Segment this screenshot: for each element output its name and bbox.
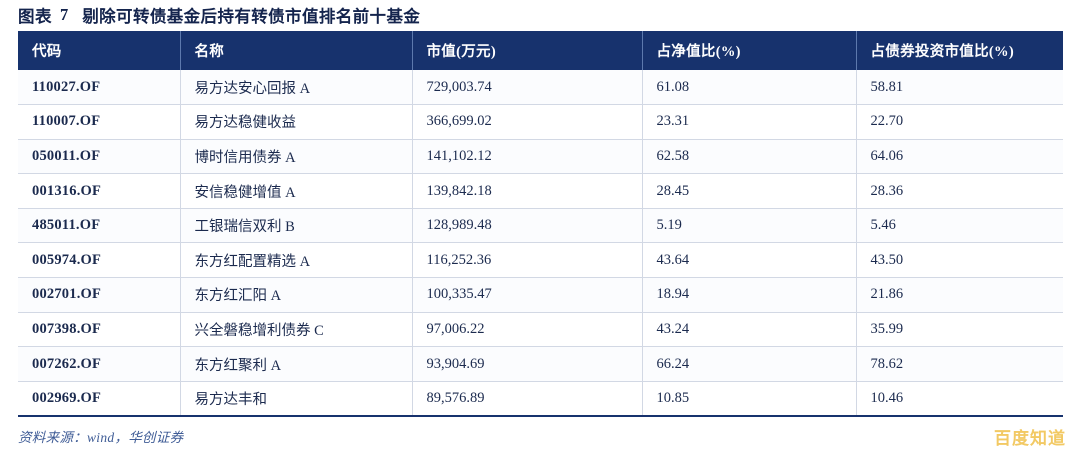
column-header-name[interactable]: 名称: [180, 31, 413, 70]
cell-name: 工银瑞信双利 B: [180, 208, 413, 244]
cell-bond-ratio: 5.46: [856, 208, 1063, 244]
cell-bond-ratio: 22.70: [856, 104, 1063, 140]
cell-code: 002701.OF: [18, 277, 181, 313]
cell-bond-ratio: 10.46: [856, 381, 1063, 417]
cell-market-value: 97,006.22: [412, 312, 643, 348]
cell-nav-ratio: 66.24: [642, 346, 857, 382]
table-row: 110027.OF 易方达安心回报 A 729,003.74 61.08 58.…: [18, 70, 1063, 106]
cell-name: 东方红配置精选 A: [180, 242, 413, 279]
table-row: 001316.OF 安信稳健增值 A 139,842.18 28.45 28.3…: [18, 173, 1063, 209]
cell-market-value: 141,102.12: [412, 139, 643, 175]
fund-table: 代码 名称 市值(万元) 占净值比(%) 占债券投资市值比(%) 110027.…: [18, 31, 1063, 417]
figure-title: 图表 7 剔除可转债基金后持有转债市值排名前十基金: [18, 3, 420, 27]
figure-title-label: 图表: [18, 7, 52, 26]
cell-code: 007262.OF: [18, 346, 181, 382]
column-header-code[interactable]: 代码: [18, 31, 181, 70]
cell-name: 易方达丰和: [180, 381, 413, 417]
table-header: 代码 名称 市值(万元) 占净值比(%) 占债券投资市值比(%): [18, 31, 1063, 70]
cell-name: 易方达安心回报 A: [180, 70, 413, 106]
cell-nav-ratio: 23.31: [642, 104, 857, 140]
cell-market-value: 100,335.47: [412, 277, 643, 313]
table-row: 005974.OF 东方红配置精选 A 116,252.36 43.64 43.…: [18, 242, 1063, 279]
table-row: 002701.OF 东方红汇阳 A 100,335.47 18.94 21.86: [18, 277, 1063, 313]
cell-bond-ratio: 21.86: [856, 277, 1063, 313]
cell-code: 002969.OF: [18, 381, 181, 417]
cell-market-value: 116,252.36: [412, 242, 643, 279]
cell-nav-ratio: 43.24: [642, 312, 857, 348]
cell-bond-ratio: 43.50: [856, 242, 1063, 279]
table-row: 007398.OF 兴全磐稳增利债券 C 97,006.22 43.24 35.…: [18, 312, 1063, 348]
source-note: 资料来源：wind，华创证券: [18, 430, 184, 445]
cell-market-value: 139,842.18: [412, 173, 643, 209]
figure-title-text: 剔除可转债基金后持有转债市值排名前十基金: [82, 7, 421, 26]
cell-name: 兴全磐稳增利债券 C: [180, 312, 413, 348]
table-body: 110027.OF 易方达安心回报 A 729,003.74 61.08 58.…: [18, 70, 1063, 417]
cell-code: 110007.OF: [18, 104, 181, 140]
cell-name: 东方红聚利 A: [180, 346, 413, 382]
cell-name: 博时信用债券 A: [180, 139, 413, 175]
table-row: 485011.OF 工银瑞信双利 B 128,989.48 5.19 5.46: [18, 208, 1063, 244]
cell-bond-ratio: 35.99: [856, 312, 1063, 348]
cell-nav-ratio: 10.85: [642, 381, 857, 417]
table-row: 110007.OF 易方达稳健收益 366,699.02 23.31 22.70: [18, 104, 1063, 140]
figure-number: 7: [60, 5, 69, 24]
cell-code: 110027.OF: [18, 70, 181, 106]
cell-code: 050011.OF: [18, 139, 181, 175]
column-header-nav-ratio[interactable]: 占净值比(%): [642, 31, 857, 70]
table-header-row: 代码 名称 市值(万元) 占净值比(%) 占债券投资市值比(%): [18, 31, 1063, 70]
cell-bond-ratio: 28.36: [856, 173, 1063, 209]
table-row: 002969.OF 易方达丰和 89,576.89 10.85 10.46: [18, 381, 1063, 417]
cell-market-value: 366,699.02: [412, 104, 643, 140]
cell-code: 485011.OF: [18, 208, 181, 244]
cell-bond-ratio: 58.81: [856, 70, 1063, 106]
cell-nav-ratio: 62.58: [642, 139, 857, 175]
cell-code: 005974.OF: [18, 242, 181, 279]
column-header-bond-ratio[interactable]: 占债券投资市值比(%): [856, 31, 1063, 70]
cell-nav-ratio: 28.45: [642, 173, 857, 209]
cell-market-value: 93,904.69: [412, 346, 643, 382]
cell-bond-ratio: 78.62: [856, 346, 1063, 382]
table-row: 050011.OF 博时信用债券 A 141,102.12 62.58 64.0…: [18, 139, 1063, 175]
cell-nav-ratio: 61.08: [642, 70, 857, 106]
cell-nav-ratio: 5.19: [642, 208, 857, 244]
cell-nav-ratio: 18.94: [642, 277, 857, 313]
cell-market-value: 89,576.89: [412, 381, 643, 417]
cell-code: 007398.OF: [18, 312, 181, 348]
table-row: 007262.OF 东方红聚利 A 93,904.69 66.24 78.62: [18, 346, 1063, 382]
cell-name: 易方达稳健收益: [180, 104, 413, 140]
cell-market-value: 128,989.48: [412, 208, 643, 244]
cell-name: 安信稳健增值 A: [180, 173, 413, 209]
fund-table-wrapper: 代码 名称 市值(万元) 占净值比(%) 占债券投资市值比(%) 110027.…: [18, 31, 1063, 417]
cell-nav-ratio: 43.64: [642, 242, 857, 279]
cell-bond-ratio: 64.06: [856, 139, 1063, 175]
cell-code: 001316.OF: [18, 173, 181, 209]
cell-market-value: 729,003.74: [412, 70, 643, 106]
column-header-market-value[interactable]: 市值(万元): [412, 31, 643, 70]
cell-name: 东方红汇阳 A: [180, 277, 413, 313]
watermark-baidu-zhidao: 百度知道: [994, 429, 1066, 448]
